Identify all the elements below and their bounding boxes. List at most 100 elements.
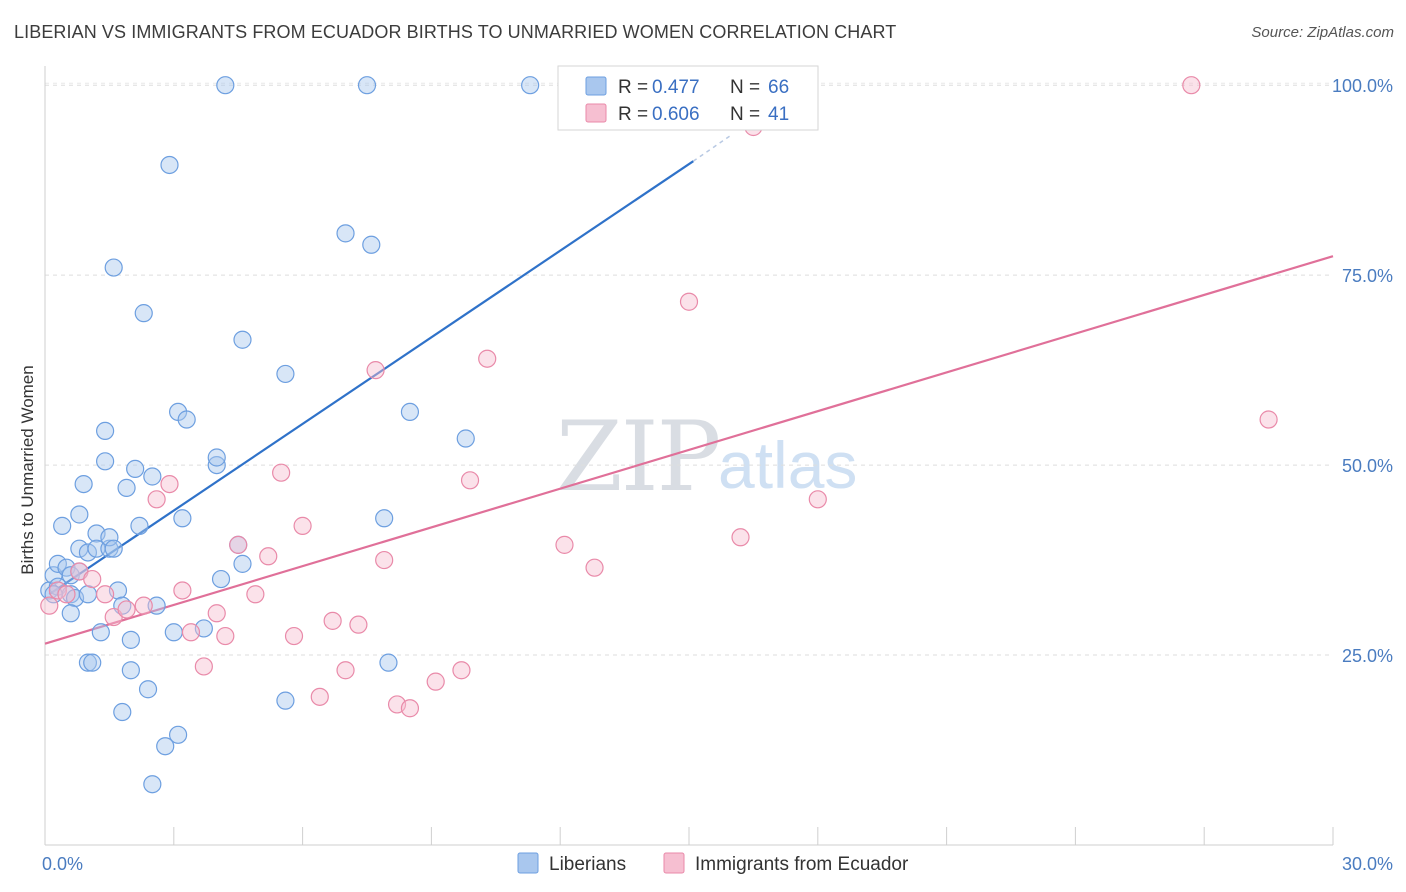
data-point xyxy=(207,604,226,623)
data-point xyxy=(276,691,295,710)
data-point xyxy=(134,304,153,323)
trend-line-ecuador xyxy=(44,255,1334,645)
data-point xyxy=(160,474,179,494)
data-point xyxy=(194,657,213,676)
data-point xyxy=(134,596,153,615)
bottom-legend: Liberians Immigrants from Ecuador xyxy=(517,852,909,875)
data-point xyxy=(293,516,312,535)
data-point xyxy=(104,539,123,558)
data-point xyxy=(168,725,188,744)
data-point xyxy=(310,687,329,706)
data-point xyxy=(323,611,342,630)
source-site: ZipAtlas.com xyxy=(1307,24,1394,41)
data-point xyxy=(164,623,183,642)
data-point xyxy=(104,258,123,277)
data-point xyxy=(78,653,98,672)
y-tick-label: 100.0% xyxy=(1332,76,1393,96)
axes xyxy=(44,66,1334,846)
data-point xyxy=(456,429,475,448)
data-point xyxy=(96,452,115,471)
series-liberians xyxy=(40,76,540,794)
data-point xyxy=(177,410,196,429)
data-point xyxy=(70,505,89,524)
data-point xyxy=(1182,76,1201,95)
bottom-legend-label-ecuador: Immigrants from Ecuador xyxy=(695,854,909,875)
data-points xyxy=(40,76,1278,794)
data-point xyxy=(272,463,291,482)
source-prefix: Source: xyxy=(1251,24,1308,41)
data-point xyxy=(156,737,175,756)
legend-r-label-liberians: R = xyxy=(618,77,648,98)
data-point xyxy=(83,653,102,672)
watermark-atlas: atlas xyxy=(718,428,857,502)
x-tick-labels: 0.0% 30.0% xyxy=(42,854,1393,874)
data-point xyxy=(366,361,385,380)
data-point xyxy=(521,76,540,95)
data-point xyxy=(61,604,80,623)
trend-line-extension xyxy=(692,133,733,162)
data-point xyxy=(160,155,179,175)
data-point xyxy=(117,600,136,619)
data-point xyxy=(117,478,136,497)
data-point xyxy=(679,292,699,311)
data-point xyxy=(207,455,226,475)
data-point xyxy=(426,672,445,691)
data-point xyxy=(478,349,497,368)
data-point xyxy=(808,490,827,509)
data-point xyxy=(229,535,248,554)
data-point xyxy=(400,402,420,422)
data-point xyxy=(357,76,377,95)
data-point xyxy=(173,581,192,600)
data-point xyxy=(126,459,145,478)
legend-n-label-ecuador: N = xyxy=(730,104,760,125)
data-point xyxy=(276,364,295,384)
data-point xyxy=(96,421,115,441)
data-point xyxy=(211,569,231,589)
y-axis-label: Births to Unmarried Women xyxy=(18,365,37,574)
data-point xyxy=(143,775,162,794)
watermark-zip: ZIP xyxy=(556,401,719,513)
data-point xyxy=(216,76,235,95)
data-point xyxy=(78,585,98,604)
legend-swatch-liberians xyxy=(585,76,607,96)
data-point xyxy=(57,585,76,604)
data-point xyxy=(460,471,480,490)
data-point xyxy=(143,467,162,486)
chart-title: LIBERIAN VS IMMIGRANTS FROM ECUADOR BIRT… xyxy=(14,22,897,42)
data-point xyxy=(375,550,394,570)
x-tick-label: 0.0% xyxy=(42,854,83,874)
y-tick-label: 25.0% xyxy=(1342,646,1393,666)
x-tick-label: 30.0% xyxy=(1342,854,1393,874)
data-point xyxy=(585,558,604,577)
data-point xyxy=(452,661,471,680)
data-point xyxy=(284,626,304,646)
data-point xyxy=(259,547,278,566)
legend-n-value-liberians: 66 xyxy=(768,77,789,98)
data-point xyxy=(246,585,265,604)
series-ecuador xyxy=(40,76,1278,718)
y-tick-label: 75.0% xyxy=(1342,266,1393,286)
data-point xyxy=(48,554,67,573)
legend-n-value-ecuador: 41 xyxy=(768,104,789,125)
data-point xyxy=(96,585,115,604)
bottom-legend-swatch-ecuador xyxy=(663,852,685,874)
data-point xyxy=(113,702,132,722)
source-note: Source: ZipAtlas.com xyxy=(1251,24,1394,41)
legend: R = 0.477 N = 66 R = 0.606 N = 41 xyxy=(557,65,819,131)
legend-r-value-liberians: 0.477 xyxy=(652,77,700,98)
data-point xyxy=(53,516,72,535)
y-tick-labels: 25.0% 50.0% 75.0% 100.0% xyxy=(1332,76,1393,666)
legend-swatch-ecuador xyxy=(585,103,607,123)
data-point xyxy=(233,330,252,349)
data-point xyxy=(555,535,574,554)
data-point xyxy=(731,528,750,547)
data-point xyxy=(207,448,226,467)
data-point xyxy=(336,224,355,243)
data-point xyxy=(74,474,93,494)
data-point xyxy=(91,623,110,642)
data-point xyxy=(349,615,368,634)
data-point xyxy=(121,661,140,680)
data-point xyxy=(40,596,59,615)
data-point xyxy=(130,516,149,535)
data-point xyxy=(78,543,98,562)
